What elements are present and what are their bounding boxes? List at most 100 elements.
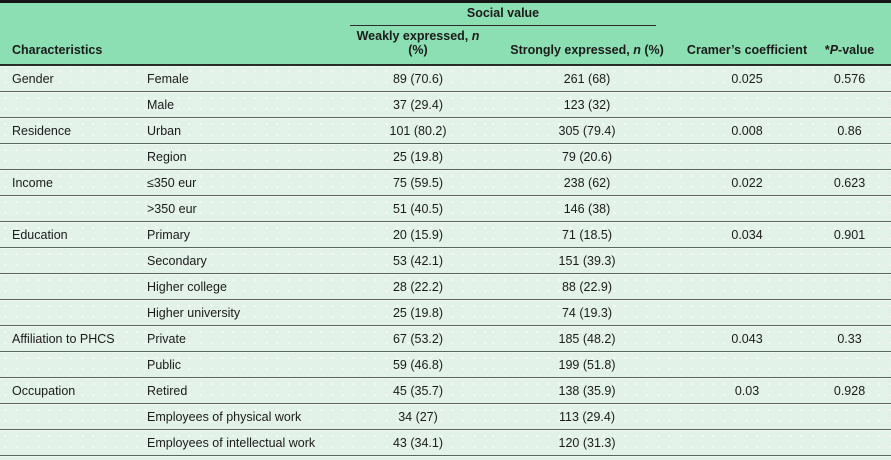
table-row: Higher college 28 (22.2) 88 (22.9)	[0, 273, 891, 300]
cell-weakly: 45 (35.7)	[348, 377, 488, 404]
cell-pvalue	[808, 351, 891, 378]
cell-cramer	[686, 247, 809, 274]
cell-strongly: 88 (22.9)	[488, 273, 687, 300]
table-row: Education Primary 20 (15.9) 71 (18.5) 0.034 0…	[0, 221, 891, 248]
cell-weakly: 34 (27)	[348, 403, 488, 430]
cell-weakly: 59 (46.8)	[348, 351, 488, 378]
cell-group: Income	[0, 169, 140, 196]
cell-strongly: 146 (38)	[488, 195, 687, 222]
cell-cramer	[686, 351, 809, 378]
pvalue-header-suffix: -value	[838, 43, 875, 57]
cell-strongly: 120 (31.3)	[488, 429, 687, 456]
cell-weakly: 4 (3.2)	[348, 455, 488, 460]
cell-cramer	[686, 403, 809, 430]
cell-group	[0, 143, 140, 170]
table-row: Region 25 (19.8) 79 (20.6)	[0, 143, 891, 170]
cell-pvalue: 0.86	[808, 117, 891, 144]
cell-cramer: 0.025	[686, 64, 809, 92]
social-value-group-header: Social value	[348, 1, 687, 29]
strongly-header-text: Strongly expressed,	[510, 43, 634, 57]
cell-pvalue: 0.576	[808, 64, 891, 92]
cell-strongly: 113 (29.4)	[488, 403, 687, 430]
cell-group	[0, 299, 140, 326]
cell-pvalue	[808, 299, 891, 326]
social-value-label: Social value	[350, 6, 657, 26]
cell-label: Urban	[140, 117, 348, 144]
table-row: Affiliation to PHCS Private 67 (53.2) 185 (…	[0, 325, 891, 352]
cell-label: Retired	[140, 377, 348, 404]
cell-label: Higher university	[140, 299, 348, 326]
cell-group	[0, 403, 140, 430]
cell-pvalue: 0.928	[808, 377, 891, 404]
cell-label: Higher college	[140, 273, 348, 300]
cell-weakly: 43 (34.1)	[348, 429, 488, 456]
cell-label: Region	[140, 143, 348, 170]
cell-pvalue: 0.33	[808, 325, 891, 352]
cell-pvalue	[808, 143, 891, 170]
cell-label: Other (housewife, unemployed)	[140, 455, 348, 460]
table-row: Income ≤350 eur 75 (59.5) 238 (62) 0.022 0.62…	[0, 169, 891, 196]
header-spacer	[808, 1, 891, 29]
cell-pvalue	[808, 429, 891, 456]
cell-weakly: 20 (15.9)	[348, 221, 488, 248]
cell-cramer	[686, 455, 809, 460]
cell-pvalue: 0.623	[808, 169, 891, 196]
cell-weakly: 51 (40.5)	[348, 195, 488, 222]
cell-pvalue	[808, 403, 891, 430]
table-row: Gender Female 89 (70.6) 261 (68) 0.025 0.576	[0, 64, 891, 92]
cell-pvalue	[808, 195, 891, 222]
cell-cramer	[686, 429, 809, 456]
cell-group	[0, 351, 140, 378]
table-row: Other (housewife, unemployed)4 (3.2)13 (…	[0, 455, 891, 460]
cell-cramer	[686, 195, 809, 222]
header-spacer	[686, 1, 809, 29]
table-row: Male 37 (29.4) 123 (32)	[0, 91, 891, 118]
table-row: Public 59 (46.8) 199 (51.8)	[0, 351, 891, 378]
cell-cramer	[686, 91, 809, 118]
pvalue-header-star: *	[824, 43, 830, 57]
cell-group: Education	[0, 221, 140, 248]
cell-weakly: 37 (29.4)	[348, 91, 488, 118]
cell-label: Employees of intellectual work	[140, 429, 348, 456]
cell-strongly: 13 (3.4)	[488, 455, 687, 460]
cell-pvalue	[808, 273, 891, 300]
cell-group	[0, 195, 140, 222]
characteristics-column-header: Characteristics	[0, 29, 348, 65]
cell-cramer	[686, 299, 809, 326]
table-row: Residence Urban 101 (80.2) 305 (79.4) 0.008 0…	[0, 117, 891, 144]
cell-group	[0, 91, 140, 118]
cell-pvalue	[808, 247, 891, 274]
pvalue-header-p: P	[829, 43, 839, 57]
cell-group: Residence	[0, 117, 140, 144]
header-row-columns: Characteristics Weakly expressed, n (%) …	[0, 29, 891, 65]
header-row-group: Social value	[0, 1, 891, 29]
table-row: Occupation Retired 45 (35.7) 138 (35.9) 0.03…	[0, 377, 891, 404]
cell-cramer	[686, 273, 809, 300]
cell-label: Public	[140, 351, 348, 378]
cell-cramer: 0.03	[686, 377, 809, 404]
cell-label: Private	[140, 325, 348, 352]
cell-strongly: 261 (68)	[488, 64, 687, 92]
table-row: >350 eur 51 (40.5) 146 (38)	[0, 195, 891, 222]
weakly-header-n: n	[471, 29, 480, 43]
cell-pvalue	[808, 91, 891, 118]
cell-weakly: 53 (42.1)	[348, 247, 488, 274]
cell-pvalue	[808, 455, 891, 460]
cell-cramer: 0.022	[686, 169, 809, 196]
cell-weakly: 25 (19.8)	[348, 299, 488, 326]
table-row: Secondary 53 (42.1) 151 (39.3)	[0, 247, 891, 274]
strongly-expressed-column-header: Strongly expressed, n (%)	[488, 29, 687, 65]
table-row: Employees of physical work 34 (27) 113 (29…	[0, 403, 891, 430]
cell-group	[0, 247, 140, 274]
cell-weakly: 25 (19.8)	[348, 143, 488, 170]
cell-strongly: 138 (35.9)	[488, 377, 687, 404]
cell-strongly: 74 (19.3)	[488, 299, 687, 326]
cell-cramer: 0.008	[686, 117, 809, 144]
cell-cramer	[686, 143, 809, 170]
cell-strongly: 199 (51.8)	[488, 351, 687, 378]
cell-weakly: 89 (70.6)	[348, 64, 488, 92]
cell-strongly: 123 (32)	[488, 91, 687, 118]
cell-group	[0, 273, 140, 300]
weakly-expressed-column-header: Weakly expressed, n (%)	[348, 29, 488, 65]
cell-strongly: 151 (39.3)	[488, 247, 687, 274]
